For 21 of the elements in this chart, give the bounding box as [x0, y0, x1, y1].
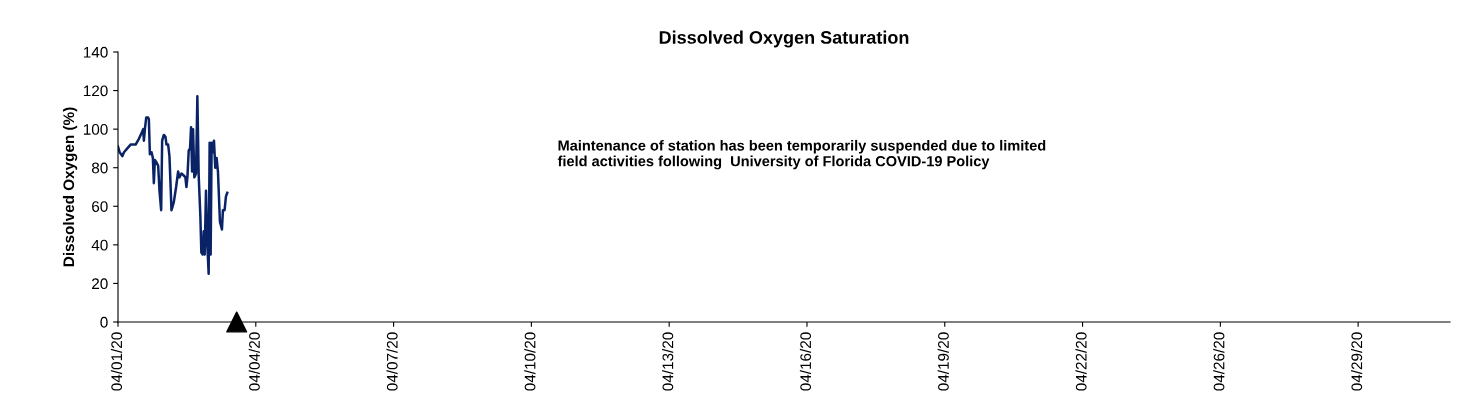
y-tick-label: 40 [91, 239, 108, 251]
x-tick-label: 04/10/20 [524, 332, 536, 391]
y-tick-label: 80 [91, 162, 108, 174]
x-tick-label: 04/22/20 [1075, 332, 1087, 391]
x-tick-label: 04/04/20 [248, 332, 260, 391]
y-tick-label: 120 [83, 85, 108, 97]
x-tick-label: 04/07/20 [386, 332, 398, 391]
y-tick-label: 20 [92, 278, 108, 290]
y-tick-label: 100 [83, 124, 108, 135]
x-tick-label: 04/19/20 [937, 332, 949, 391]
x-tick-label: 04/16/20 [799, 332, 812, 391]
chart-title: Dissolved Oxygen Saturation [659, 30, 909, 48]
x-tick-label: 04/29/20 [1351, 332, 1363, 391]
y-axis-title: Dissolved Oxygen (%) [62, 107, 78, 267]
annotation: Maintenance of station has been temporarily suspended due to limited field activities following University of Florida COVID-19 Policy [557, 139, 1046, 170]
y-tick-label: 140 [83, 46, 108, 58]
y-tick-label: 0 [100, 316, 108, 328]
x-tick-label: 04/26/20 [1213, 332, 1225, 391]
x-tick-label: 04/01/20 [110, 332, 123, 391]
y-tick-label: 60 [92, 201, 108, 212]
x-tick-label: 04/13/20 [662, 332, 674, 391]
